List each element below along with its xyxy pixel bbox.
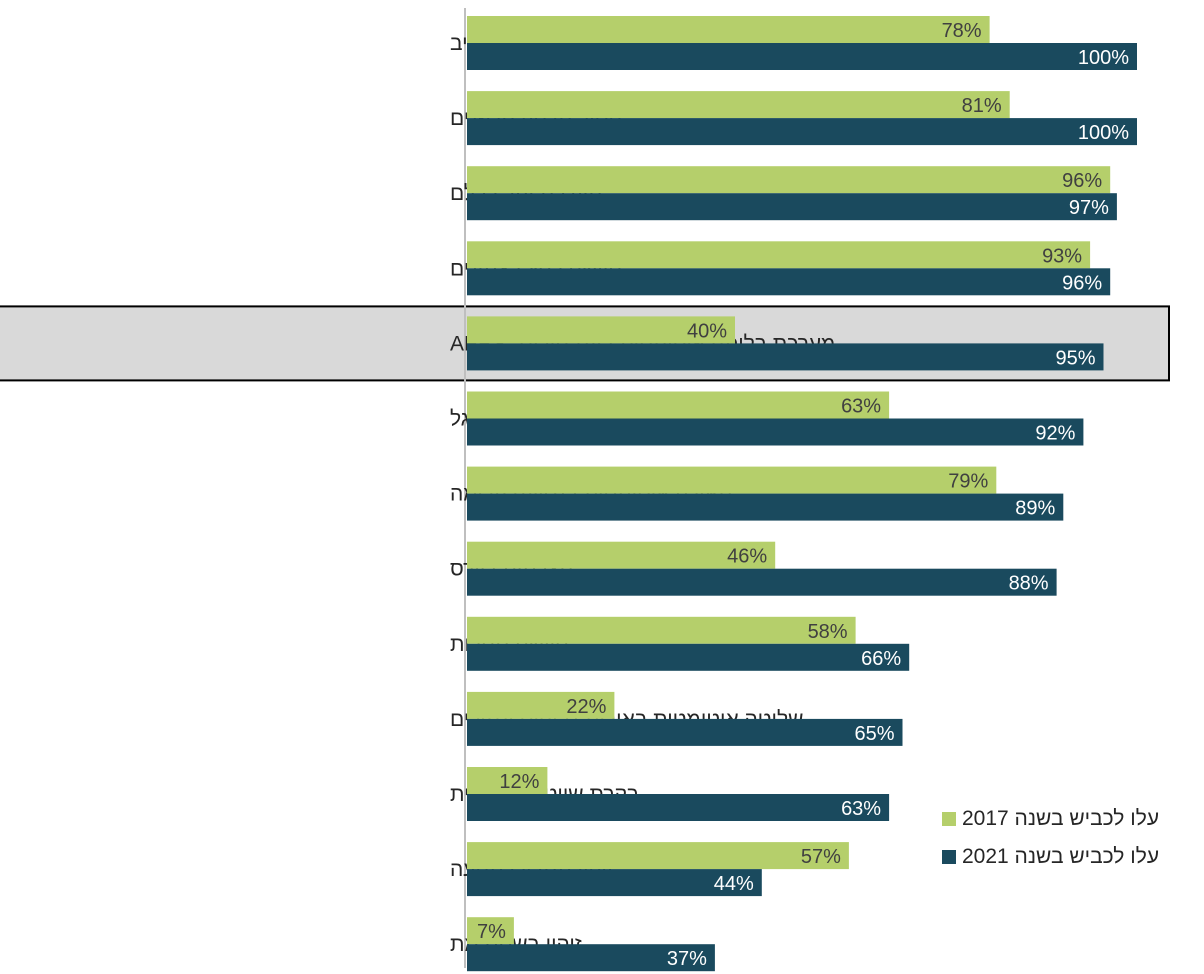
- bar-2021: [467, 718, 903, 746]
- data-label: 96%: [1062, 272, 1102, 294]
- bar-2017: [467, 466, 997, 494]
- bar-2021: [467, 643, 910, 671]
- data-label: 78%: [942, 20, 982, 42]
- bar-2017: [467, 691, 615, 719]
- bar-2021: [467, 869, 762, 897]
- legend-swatch-2021: [942, 850, 956, 864]
- data-label: 89%: [1015, 498, 1055, 520]
- bar-2017: [467, 16, 990, 43]
- legend-label-2017: עלו לכביש בשנה 2017: [962, 807, 1160, 830]
- legend-swatch-2017: [942, 812, 956, 826]
- legend: עלו לכביש בשנה 2017 עלו לכביש בשנה 2021: [942, 800, 1159, 876]
- data-label: 100%: [1078, 122, 1129, 144]
- bar-2021: [467, 268, 1111, 296]
- bar-2017: [467, 767, 548, 794]
- bar-2021: [467, 118, 1137, 146]
- bar-2017: [467, 541, 776, 569]
- data-label: 40%: [687, 320, 727, 342]
- bar-2021: [467, 343, 1104, 371]
- data-label: 12%: [499, 771, 539, 793]
- data-label: 44%: [714, 873, 754, 895]
- data-label: 37%: [667, 948, 707, 970]
- bar-2017: [467, 842, 849, 870]
- bar-2017: [467, 616, 856, 644]
- bar-2021: [467, 568, 1057, 596]
- data-label: 57%: [801, 846, 841, 868]
- bar-2017: [467, 241, 1091, 269]
- bar-2021: [467, 944, 715, 972]
- bar-2021: [467, 193, 1117, 221]
- legend-item-2021: עלו לכביש בשנה 2021: [942, 838, 1159, 876]
- data-label: 22%: [566, 696, 606, 718]
- data-label: 58%: [808, 621, 848, 643]
- data-label: 93%: [1042, 245, 1082, 267]
- data-label: 95%: [1055, 347, 1095, 369]
- data-label: 66%: [861, 648, 901, 670]
- data-label: 100%: [1078, 47, 1129, 69]
- data-label: 63%: [841, 396, 881, 418]
- bar-2021: [467, 794, 890, 821]
- legend-label-2021: עלו לכביש בשנה 2021: [962, 845, 1160, 868]
- bar-2017: [467, 917, 514, 945]
- bar-2017: [467, 166, 1111, 194]
- data-label: 65%: [854, 723, 894, 745]
- bar-2021: [467, 418, 1084, 446]
- data-label: 97%: [1069, 197, 1109, 219]
- data-label: 92%: [1035, 423, 1075, 445]
- legend-item-2017: עלו לכביש בשנה 2017: [942, 800, 1159, 838]
- bar-2021: [467, 43, 1137, 70]
- data-label: 63%: [841, 798, 881, 820]
- bar-2017: [467, 391, 890, 419]
- data-label: 7%: [477, 921, 506, 943]
- bar-2021: [467, 493, 1064, 521]
- data-label: 81%: [962, 95, 1002, 117]
- data-label: 79%: [948, 471, 988, 493]
- data-label: 46%: [727, 546, 767, 568]
- data-label: 96%: [1062, 170, 1102, 192]
- bar-2017: [467, 91, 1010, 119]
- data-label: 88%: [1009, 573, 1049, 595]
- bar-2017: [467, 316, 735, 344]
